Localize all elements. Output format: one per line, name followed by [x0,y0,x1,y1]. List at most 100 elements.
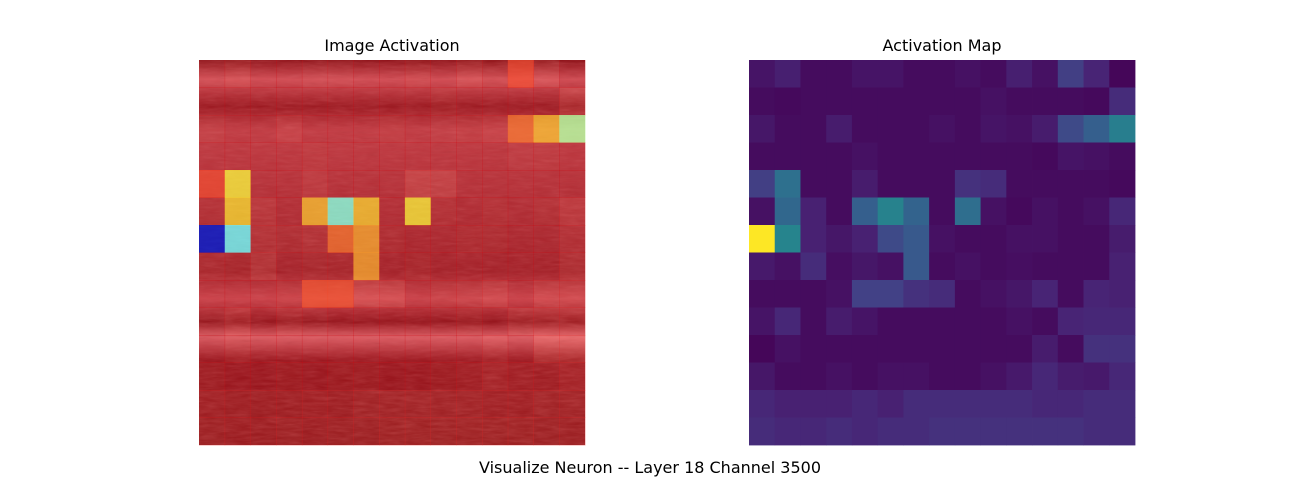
heatmap-cell [507,417,534,446]
heatmap-cell [199,87,226,116]
heatmap-cell [224,335,251,363]
activation-map-title: Activation Map [882,36,1002,55]
heatmap-cell [1083,307,1110,336]
heatmap-cell [1032,335,1059,363]
heatmap-cell [774,362,801,391]
heatmap-cell [800,362,827,391]
heatmap-cell [327,362,354,391]
heatmap-cell [980,335,1007,363]
heatmap-cell [1083,417,1110,446]
heatmap-cell [903,170,930,198]
heatmap-cell [929,170,956,198]
heatmap-cell [851,197,879,226]
heatmap-cell [1109,170,1136,198]
heatmap-cell [301,60,329,88]
heatmap-cell [877,225,904,253]
heatmap-cell [301,142,329,171]
heatmap-cell [353,280,380,308]
heatmap-cell [327,115,354,143]
heatmap-cell [1057,170,1084,198]
heatmap-cell [379,197,406,226]
heatmap-cell [224,170,251,198]
heatmap-cell [954,197,981,226]
heatmap-cell [749,225,776,253]
heatmap-cell [250,87,277,116]
heatmap-cell [980,170,1007,198]
heatmap-cell [851,280,879,308]
heatmap-cell [1032,142,1059,171]
heatmap-cell [276,225,303,253]
heatmap-cell [929,115,956,143]
heatmap-cell [353,417,380,446]
heatmap-cell [353,390,380,418]
heatmap-cell [379,252,406,281]
heatmap-cell [507,307,534,336]
heatmap-cell [199,225,226,253]
heatmap-cell [954,362,981,391]
heatmap-cell [533,362,560,391]
heatmap-cell [379,225,406,253]
heatmap-cell [800,115,827,143]
heatmap-cell [1109,362,1136,391]
heatmap-cell [1006,417,1033,446]
heatmap-cell [301,335,329,363]
heatmap-cell [903,390,930,418]
heatmap-cell [929,60,956,88]
heatmap-cell [877,87,904,116]
heatmap-cell [877,362,904,391]
heatmap-cell [980,417,1007,446]
heatmap-cell [250,307,277,336]
heatmap-cell [774,115,801,143]
heatmap-cell [749,115,776,143]
heatmap-cell [774,335,801,363]
heatmap-cell [559,335,586,363]
heatmap-cell [1083,197,1110,226]
heatmap-cell [851,87,879,116]
heatmap-cell [1032,60,1059,88]
heatmap-cell [559,362,586,391]
heatmap-cell [903,225,930,253]
heatmap-cell [430,335,457,363]
heatmap-cell [327,390,354,418]
heatmap-cell [800,335,827,363]
heatmap-cell [903,362,930,391]
heatmap-cell [507,280,534,308]
heatmap-cell [327,87,354,116]
heatmap-cell [507,170,534,198]
heatmap-cell [533,170,560,198]
heatmap-cell [800,142,827,171]
heatmap-cell [456,115,483,143]
heatmap-cell [903,307,930,336]
heatmap-cell [404,417,431,446]
heatmap-cell [276,252,303,281]
heatmap-cell [482,115,509,143]
figure-suptitle: Visualize Neuron -- Layer 18 Channel 350… [479,458,821,477]
heatmap-cell [1006,170,1033,198]
heatmap-cell [224,252,251,281]
heatmap-cell [1057,307,1084,336]
heatmap-cell [954,307,981,336]
heatmap-cell [903,87,930,116]
heatmap-cell [456,280,483,308]
heatmap-cell [199,417,226,446]
heatmap-cell [301,225,329,253]
heatmap-cell [327,60,354,88]
heatmap-cell [250,60,277,88]
image-activation-heatmap [199,60,586,446]
heatmap-cell [430,142,457,171]
heatmap-cell [533,335,560,363]
heatmap-cell [826,170,853,198]
heatmap-cell [851,60,879,88]
heatmap-cell [379,170,406,198]
heatmap-cell [301,252,329,281]
heatmap-cell [1083,170,1110,198]
heatmap-cell [379,60,406,88]
heatmap-cell [301,280,329,308]
heatmap-cell [404,280,431,308]
heatmap-cell [533,197,560,226]
heatmap-cell [1109,87,1136,116]
heatmap-cell [800,197,827,226]
heatmap-cell [1006,87,1033,116]
heatmap-cell [430,252,457,281]
heatmap-cell [353,87,380,116]
